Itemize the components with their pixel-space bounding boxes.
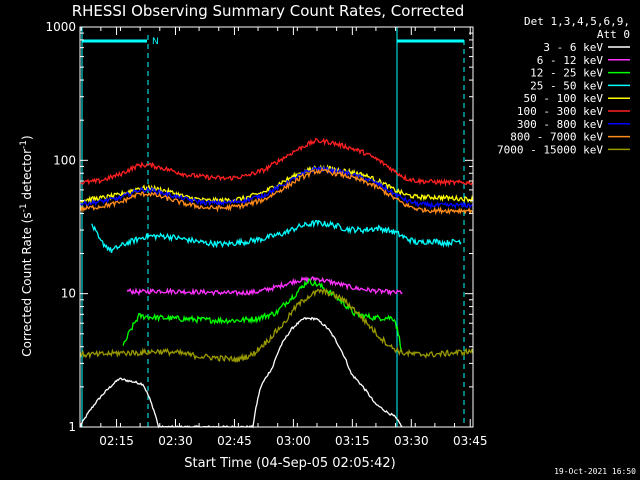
x-tick-label: 03:15 — [335, 434, 370, 448]
series-line-7 — [79, 165, 474, 210]
series-line-6 — [79, 137, 474, 187]
y-tick-label: 1000 — [45, 20, 76, 34]
series-line-9 — [79, 287, 474, 363]
legend-header-attenuator: Att 0 — [597, 28, 630, 41]
legend-label-7: 300 - 800 keV — [517, 118, 603, 131]
chart-title: RHESSI Observing Summary Count Rates, Co… — [72, 2, 465, 20]
y-axis-label-part3: ) — [20, 135, 34, 140]
y-tick-label: 10 — [61, 287, 76, 301]
legend-label-9: 7000 - 15000 keV — [497, 143, 603, 156]
legend-label-3: 12 - 25 keV — [530, 67, 603, 80]
x-tick-label: 02:45 — [217, 434, 252, 448]
y-axis-label-part1: Corrected Count Rate (s — [20, 212, 34, 356]
y-tick-label: 1 — [68, 420, 76, 434]
y-axis-label-sup1: -1 — [19, 203, 29, 212]
legend-header-detectors: Det 1,3,4,5,6,9, — [524, 15, 630, 28]
y-axis-label: Corrected Count Rate (s-1 detector-1) — [19, 135, 34, 356]
y-axis: 1 10 100 1000 — [45, 20, 473, 434]
legend-label-8: 800 - 7000 keV — [510, 131, 603, 144]
x-tick-label: 02:30 — [158, 434, 193, 448]
y-axis-label-part2: detector — [20, 149, 34, 204]
legend-label-5: 50 - 100 keV — [524, 92, 604, 105]
series-line-2 — [126, 275, 403, 297]
timestamp: 19-Oct-2021 16:50 — [554, 467, 636, 476]
plot-frame — [79, 26, 474, 428]
legend-label-6: 100 - 300 keV — [517, 105, 603, 118]
series-line-1 — [79, 316, 403, 429]
y-axis-label-sup2: -1 — [19, 140, 29, 149]
legend-label-4: 25 - 50 keV — [530, 79, 603, 92]
x-tick-label: 03:45 — [453, 434, 488, 448]
series-line-4 — [91, 219, 462, 254]
legend-label-1: 3 - 6 keV — [543, 41, 603, 54]
x-tick-label: 02:15 — [99, 434, 134, 448]
x-tick-label: 03:30 — [394, 434, 429, 448]
series-line-8 — [79, 168, 474, 216]
x-axis-label: Start Time (04-Sep-05 02:05:42) — [184, 456, 395, 471]
plot-area: N — [79, 27, 474, 429]
x-axis: 02:15 02:30 02:45 03:00 03:15 03:30 03:45 — [80, 27, 488, 448]
x-tick-label: 03:00 — [276, 434, 311, 448]
night-marker-label: N — [152, 37, 159, 47]
legend-label-2: 6 - 12 keV — [537, 54, 604, 67]
y-tick-label: 100 — [53, 153, 76, 167]
